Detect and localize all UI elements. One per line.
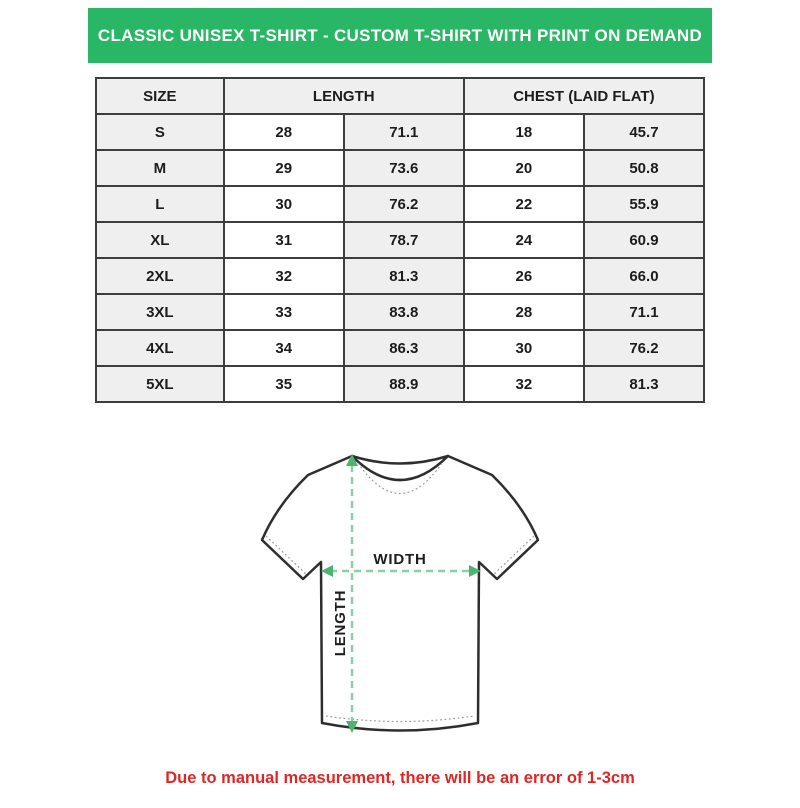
cell-size: 2XL — [95, 257, 225, 295]
size-chart-table: SIZE LENGTH CHEST (LAID FLAT) S 28 71.1 … — [95, 77, 706, 403]
cell-length-in: 32 — [222, 257, 345, 295]
cell-length-in: 33 — [222, 293, 345, 331]
cell-chest-cm: 60.9 — [582, 221, 706, 259]
cell-chest-cm: 76.2 — [582, 329, 706, 367]
column-header-length: LENGTH — [222, 77, 465, 115]
cell-chest-in: 20 — [462, 149, 585, 187]
arrowhead-down-icon — [346, 721, 358, 733]
column-header-size: SIZE — [95, 77, 225, 115]
cell-chest-cm: 55.9 — [582, 185, 706, 223]
cell-chest-in: 30 — [462, 329, 585, 367]
column-header-chest: CHEST (LAID FLAT) — [462, 77, 706, 115]
cell-length-cm: 78.7 — [342, 221, 465, 259]
cell-size: 4XL — [95, 329, 225, 367]
cell-chest-in: 32 — [462, 365, 585, 403]
cell-length-in: 34 — [222, 329, 345, 367]
table-row: S 28 71.1 18 45.7 — [95, 113, 706, 151]
cell-chest-in: 28 — [462, 293, 585, 331]
header-banner: CLASSIC UNISEX T-SHIRT - CUSTOM T-SHIRT … — [88, 8, 712, 63]
banner-title: CLASSIC UNISEX T-SHIRT - CUSTOM T-SHIRT … — [97, 25, 703, 45]
cell-size: 3XL — [95, 293, 225, 331]
cell-size: L — [95, 185, 225, 223]
right-cuff-stitch — [492, 535, 535, 576]
table-row: 2XL 32 81.3 26 66.0 — [95, 257, 706, 295]
table-row: 5XL 35 88.9 32 81.3 — [95, 365, 706, 403]
cell-chest-in: 24 — [462, 221, 585, 259]
cell-chest-in: 18 — [462, 113, 585, 151]
cell-length-cm: 73.6 — [342, 149, 465, 187]
collar-band — [350, 454, 450, 482]
table-header-row: SIZE LENGTH CHEST (LAID FLAT) — [95, 77, 706, 115]
tshirt-diagram: WIDTH LENGTH — [260, 454, 540, 733]
cell-length-cm: 76.2 — [342, 185, 465, 223]
cell-size: XL — [95, 221, 225, 259]
cell-chest-cm: 50.8 — [582, 149, 706, 187]
cell-size: 5XL — [95, 365, 225, 403]
tshirt-figure: WIDTH LENGTH — [250, 443, 550, 753]
cell-chest-in: 26 — [462, 257, 585, 295]
left-cuff-stitch — [265, 535, 308, 576]
cell-length-in: 30 — [222, 185, 345, 223]
arrowhead-up-icon — [346, 454, 358, 466]
cell-length-in: 28 — [222, 113, 345, 151]
table-row: 3XL 33 83.8 28 71.1 — [95, 293, 706, 331]
cell-chest-cm: 81.3 — [582, 365, 706, 403]
cell-chest-cm: 71.1 — [582, 293, 706, 331]
cell-length-cm: 83.8 — [342, 293, 465, 331]
table-row: XL 31 78.7 24 60.9 — [95, 221, 706, 259]
collar-stitch — [357, 462, 443, 495]
table-row: 4XL 34 86.3 30 76.2 — [95, 329, 706, 367]
measurement-note: Due to manual measurement, there will be… — [165, 769, 635, 787]
cell-chest-cm: 45.7 — [582, 113, 706, 151]
cell-length-cm: 71.1 — [342, 113, 465, 151]
table-row: L 30 76.2 22 55.9 — [95, 185, 706, 223]
arrowhead-left-icon — [321, 565, 333, 577]
cell-length-in: 29 — [222, 149, 345, 187]
width-label: WIDTH — [373, 551, 426, 568]
cell-size: M — [95, 149, 225, 187]
cell-length-cm: 86.3 — [342, 329, 465, 367]
cell-length-in: 31 — [222, 221, 345, 259]
cell-chest-cm: 66.0 — [582, 257, 706, 295]
arrowhead-right-icon — [469, 565, 481, 577]
cell-chest-in: 22 — [462, 185, 585, 223]
cell-size: S — [95, 113, 225, 151]
cell-length-in: 35 — [222, 365, 345, 403]
cell-length-cm: 81.3 — [342, 257, 465, 295]
length-label: LENGTH — [332, 590, 349, 656]
cell-length-cm: 88.9 — [342, 365, 465, 403]
tshirt-outline — [260, 454, 540, 732]
table-row: M 29 73.6 20 50.8 — [95, 149, 706, 187]
